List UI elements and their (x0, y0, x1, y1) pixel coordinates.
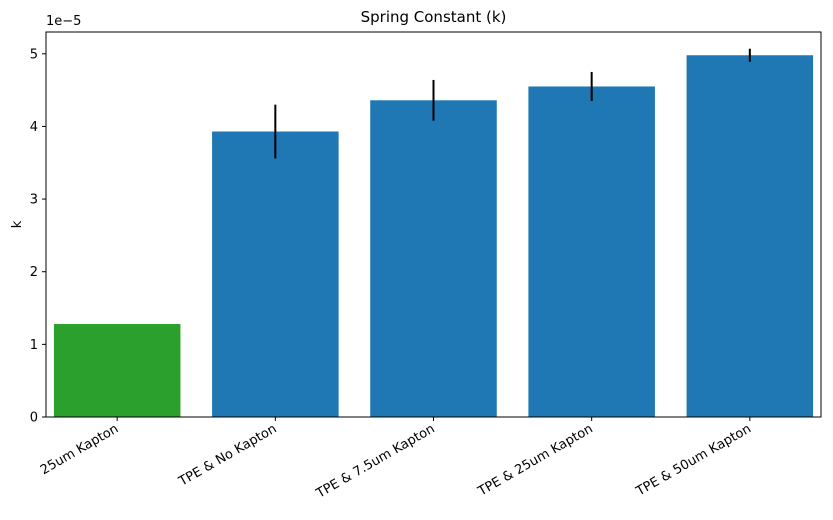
x-tick-label-2: TPE & 7.5um Kapton (313, 421, 437, 501)
bar-2 (370, 100, 497, 417)
x-tick-label-0: 25um Kapton (38, 421, 121, 478)
y-tick-label-5: 5 (30, 47, 38, 62)
x-axis-ticks: 25um Kapton TPE & No Kapton TPE & 7.5um Ka… (38, 417, 754, 502)
bar-0 (53, 324, 181, 417)
y-axis-ticks: 0 1 2 3 4 5 (30, 47, 46, 426)
y-tick-label-1: 1 (30, 338, 38, 353)
y-tick-label-4: 4 (30, 120, 38, 135)
y-tick-label-3: 3 (30, 193, 38, 208)
bar-4 (686, 55, 814, 418)
bars-group (53, 55, 814, 418)
y-axis-label: k (10, 220, 25, 228)
x-tick-label-3: TPE & 25um Kapton (475, 421, 596, 499)
x-tick-label-4: TPE & 50um Kapton (633, 421, 754, 499)
y-tick-label-0: 0 (30, 411, 38, 426)
chart-title: Spring Constant (k) (361, 8, 507, 26)
bar-3 (528, 86, 655, 417)
error-bars-group (274, 48, 751, 159)
bar-1 (212, 131, 339, 418)
x-tick-label-1: TPE & No Kapton (176, 421, 280, 489)
y-tick-label-2: 2 (30, 265, 38, 280)
y-axis-offset-label: 1e−5 (46, 14, 81, 29)
plot-frame (45, 31, 822, 418)
